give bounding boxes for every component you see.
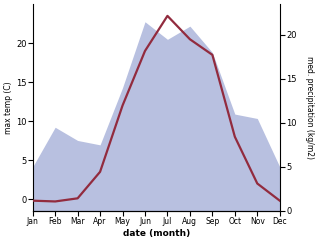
X-axis label: date (month): date (month) xyxy=(123,229,190,238)
Y-axis label: med. precipitation (kg/m2): med. precipitation (kg/m2) xyxy=(305,56,314,159)
Y-axis label: max temp (C): max temp (C) xyxy=(4,81,13,134)
